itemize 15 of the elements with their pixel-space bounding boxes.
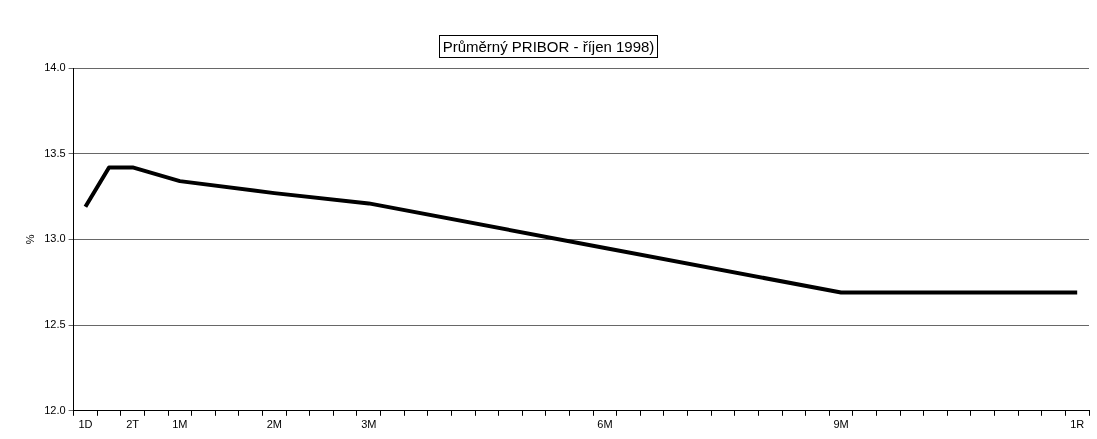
y-tick-label: 13.5 <box>44 146 66 159</box>
y-tick-label: 12.0 <box>44 403 66 416</box>
x-tick-label: 6M <box>597 418 613 431</box>
x-tick-label: 3M <box>361 418 377 431</box>
x-tick-label: 1D <box>78 418 93 431</box>
y-axis-title: % <box>23 234 36 245</box>
x-tick-label: 1M <box>172 418 188 431</box>
y-tick-label: 12.5 <box>44 318 66 331</box>
x-tick-label: 1R <box>1070 418 1085 431</box>
x-tick-label: 2T <box>126 418 140 431</box>
x-tick-label: 2M <box>266 418 282 431</box>
x-tick-label: 9M <box>833 418 849 431</box>
y-tick-label: 14.0 <box>44 61 66 74</box>
y-tick-label: 13.0 <box>44 232 66 245</box>
chart-title: Průměrný PRIBOR - říjen 1998) <box>438 35 659 58</box>
